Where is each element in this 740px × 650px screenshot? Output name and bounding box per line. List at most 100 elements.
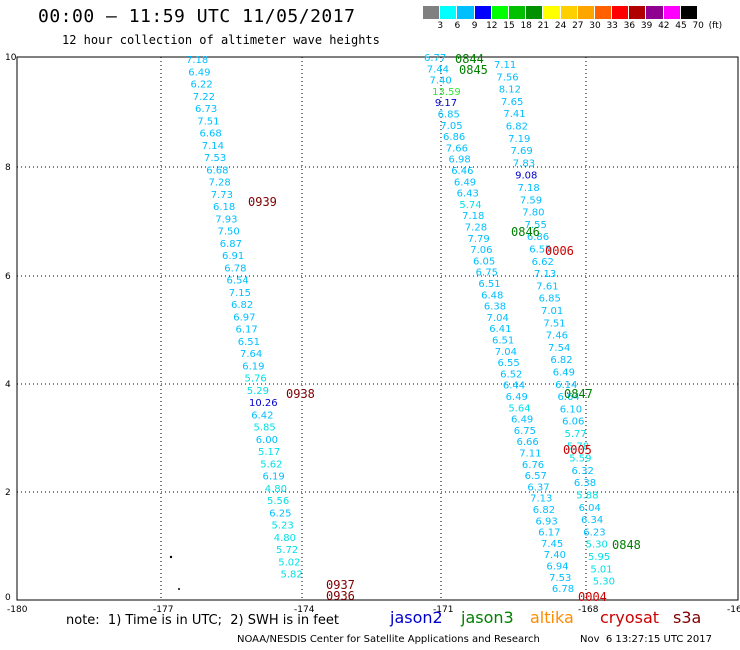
wave-height-value: 7.18	[186, 55, 208, 66]
color-scale-label: 21	[537, 21, 550, 31]
x-tick-label: -177	[153, 605, 173, 615]
color-scale-label: 33	[606, 21, 618, 31]
wave-height-value: 7.01	[541, 306, 563, 317]
wave-height-value: 7.40	[544, 550, 566, 561]
wave-height-value: 6.22	[191, 80, 213, 91]
wave-height-value: 6.98	[448, 155, 470, 166]
wave-height-value: 6.66	[516, 437, 538, 448]
wave-height-value: 6.82	[506, 122, 528, 133]
wave-height-value: 7.05	[440, 121, 462, 132]
wave-height-value: 5.74	[459, 200, 481, 211]
wave-height-value: 7.56	[496, 72, 518, 83]
wave-height-value: 6.49	[511, 415, 533, 426]
time-label: 0938	[286, 387, 315, 401]
wave-height-value: 5.59	[569, 454, 591, 465]
wave-height-value: 6.49	[188, 67, 210, 78]
wave-height-value: 7.18	[518, 183, 540, 194]
wave-height-value: 6.51	[492, 336, 514, 347]
wave-height-value: 5.77	[565, 429, 587, 440]
color-scale-label: 9	[471, 21, 478, 31]
wave-height-value: 6.62	[532, 257, 554, 268]
wave-height-value: 8.12	[499, 85, 521, 96]
wave-height-value: 7.51	[543, 318, 565, 329]
wave-height-value: 7.51	[197, 116, 219, 127]
color-scale-label: 36	[623, 21, 636, 31]
wave-height-value: 6.42	[251, 410, 273, 421]
wave-height-value: 7.73	[211, 190, 233, 201]
color-scale-label: 42	[658, 21, 670, 31]
wave-height-value: 5.78	[567, 441, 589, 452]
x-tick-label: -171	[433, 605, 453, 615]
wave-height-value: 7.93	[215, 214, 237, 225]
y-tick-label: 10	[5, 53, 17, 63]
color-scale-label: 45	[675, 21, 687, 31]
color-scale-label: 39	[640, 21, 653, 31]
wave-height-value: 6.19	[242, 361, 264, 372]
time-label: 0005	[563, 443, 592, 457]
color-swatch-15	[680, 6, 698, 19]
wave-height-value: 6.94	[546, 562, 568, 573]
wave-height-value: 6.87	[220, 239, 242, 250]
color-swatch-6	[526, 6, 544, 19]
wave-height-value: 6.75	[476, 268, 498, 279]
wave-height-value: 6.04	[579, 503, 601, 514]
y-tick-label: 6	[5, 272, 11, 282]
legend-altika: altika	[530, 608, 574, 627]
wave-height-value: 7.41	[503, 109, 525, 120]
wave-height-value: 5.56	[267, 496, 289, 507]
footer-timestamp: Nov 6 13:27:15 UTC 2017	[580, 634, 712, 645]
wave-height-value: 5.88	[576, 491, 598, 502]
wave-height-value: 5.82	[281, 570, 303, 581]
wave-height-value: 6.14	[555, 380, 577, 391]
color-swatch-9	[577, 6, 595, 19]
legend-jason2: jason2	[390, 608, 443, 627]
wave-height-value: 5.85	[254, 423, 276, 434]
wave-height-value: 6.49	[553, 368, 575, 379]
wave-height-value: 5.64	[508, 403, 530, 414]
wave-height-value: 5.29	[247, 386, 269, 397]
wave-height-value: 7.80	[522, 208, 544, 219]
x-tick-label: -168	[578, 605, 599, 615]
color-swatch-12	[629, 6, 647, 19]
time-label: 0939	[248, 195, 277, 209]
color-swatch-7	[543, 6, 561, 19]
wave-height-value: 10.26	[249, 398, 278, 409]
time-label: 0848	[612, 538, 641, 552]
wave-height-value: 6.05	[473, 256, 495, 267]
wave-height-value: 7.28	[465, 223, 487, 234]
x-tick-label: -174	[294, 605, 315, 615]
wave-height-value: 7.18	[462, 211, 484, 222]
color-scale-label: 3	[437, 21, 444, 31]
color-swatch-2	[457, 6, 475, 19]
color-swatch-14	[663, 6, 681, 19]
y-tick-label: 4	[5, 380, 11, 390]
wave-height-value: 7.22	[193, 92, 215, 103]
data-dot	[169, 555, 173, 559]
color-swatch-11	[612, 6, 630, 19]
wave-height-value: 7.19	[508, 134, 530, 145]
wave-height-value: 7.59	[520, 195, 542, 206]
y-tick-label: 0	[5, 593, 11, 603]
color-swatch-1	[440, 6, 458, 19]
wave-height-value: 7.13	[530, 494, 552, 505]
color-scale-label: (ft)	[708, 21, 723, 31]
wave-height-value: 6.68	[200, 129, 222, 140]
color-scale-label: 70	[692, 21, 704, 31]
wave-height-value: 6.57	[525, 471, 547, 482]
plot-frame	[16, 56, 739, 601]
color-scale-label: 24	[554, 21, 567, 31]
wave-height-value: 6.78	[552, 584, 574, 595]
wave-height-value: 5.17	[258, 447, 280, 458]
wave-height-value: 7.79	[468, 234, 490, 245]
wave-height-value: 7.04	[487, 313, 509, 324]
color-swatch-13	[646, 6, 664, 19]
wave-height-value: 6.00	[256, 435, 278, 446]
wave-height-value: 6.64	[557, 392, 579, 403]
legend-note: note: 1) Time is in UTC; 2) SWH is in fe…	[66, 613, 339, 628]
wave-height-value: 7.55	[525, 220, 547, 231]
time-label: 0936	[326, 589, 355, 603]
color-scale-label: 27	[572, 21, 584, 31]
wave-height-color-scale	[423, 6, 698, 19]
wave-height-value: 4.80	[274, 533, 296, 544]
legend-jason3: jason3	[461, 608, 514, 627]
